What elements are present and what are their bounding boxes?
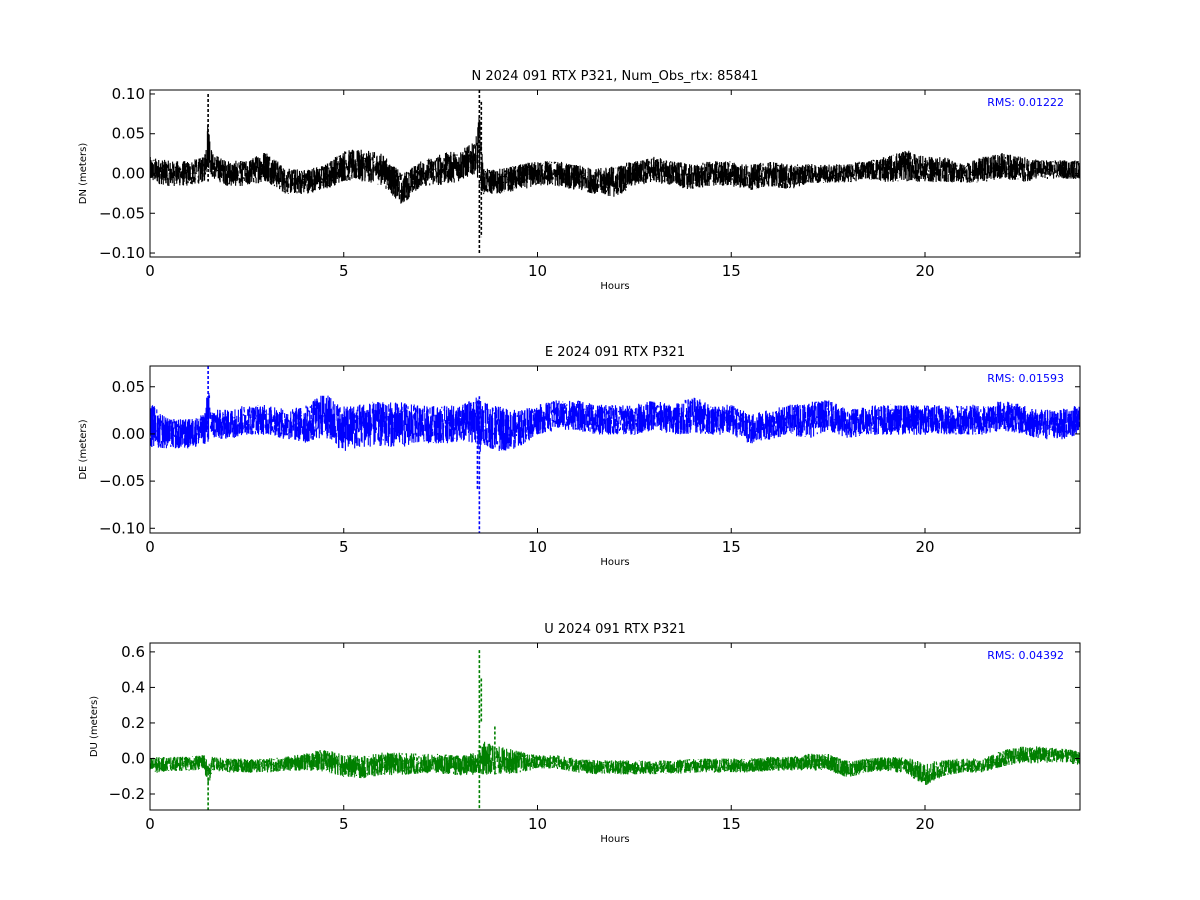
y-axis-label-u: DU (meters) (89, 696, 100, 757)
y-tick-label-n-1: −0.05 (99, 204, 145, 222)
x-axis-label-e: Hours (600, 557, 629, 568)
y-tick-label-n-3: 0.05 (112, 125, 145, 143)
y-axis-label-e: DE (meters) (78, 419, 89, 479)
panel-title-n: N 2024 091 RTX P321, Num_Obs_rtx: 85841 (472, 69, 759, 84)
y-tick-label-e-1: −0.05 (99, 472, 145, 490)
data-series-e (150, 366, 1080, 533)
x-tick-label-n-2: 10 (528, 262, 547, 280)
y-tick-label-u-2: 0.2 (121, 714, 145, 732)
data-line-u (150, 741, 1080, 785)
x-tick-label-u-2: 10 (528, 815, 547, 833)
panel-u: 0 5 10 15 20 −0.2 0.0 0.2 0.4 0.6 U 2024 091 RTX P… (89, 622, 1081, 845)
x-axis-label-n: Hours (600, 281, 629, 292)
x-tick-label-e-3: 15 (722, 538, 741, 556)
data-line-n (150, 115, 1080, 204)
x-tick-label-u-0: 0 (145, 815, 155, 833)
x-tick-label-u-4: 20 (915, 815, 934, 833)
x-tick-label-e-0: 0 (145, 538, 155, 556)
panel-title-e: E 2024 091 RTX P321 (545, 345, 685, 360)
plot-frame-e (149, 365, 1081, 534)
rms-annotation-e: RMS: 0.01593 (987, 372, 1064, 385)
x-tick-label-u-3: 15 (722, 815, 741, 833)
panel-n: 0 5 10 15 20 −0.10 −0.05 0.00 0.05 0.10 N 2024 091… (78, 69, 1081, 292)
panel-e: 0 5 10 15 20 −0.10 −0.05 0.00 0.05 E 2024 091 RTX… (78, 345, 1081, 568)
x-tick-label-e-4: 20 (915, 538, 934, 556)
y-tick-label-u-1: 0.0 (121, 749, 145, 767)
y-tick-label-u-4: 0.6 (121, 643, 145, 661)
y-tick-label-u-0: −0.2 (109, 785, 145, 803)
x-tick-label-e-2: 10 (528, 538, 547, 556)
y-tick-label-n-2: 0.00 (112, 165, 145, 183)
x-tick-label-n-1: 5 (339, 262, 349, 280)
x-tick-label-e-1: 5 (339, 538, 349, 556)
y-axis-label-n: DN (meters) (78, 143, 89, 205)
plot-frame-u (149, 642, 1081, 811)
x-tick-label-n-3: 15 (722, 262, 741, 280)
x-tick-label-n-4: 20 (915, 262, 934, 280)
y-tick-label-n-0: −0.10 (99, 244, 145, 262)
x-tick-label-u-1: 5 (339, 815, 349, 833)
data-series-n (150, 90, 1080, 254)
rms-annotation-u: RMS: 0.04392 (987, 649, 1064, 662)
x-tick-label-n-0: 0 (145, 262, 155, 280)
y-tick-label-u-3: 0.4 (121, 678, 145, 696)
y-tick-label-n-4: 0.10 (112, 85, 145, 103)
data-series-u (150, 650, 1080, 810)
y-tick-label-e-3: 0.05 (112, 378, 145, 396)
data-line-e (150, 393, 1080, 452)
y-tick-label-e-2: 0.00 (112, 425, 145, 443)
rms-annotation-n: RMS: 0.01222 (987, 96, 1064, 109)
y-tick-label-e-0: −0.10 (99, 519, 145, 537)
x-axis-label-u: Hours (600, 834, 629, 845)
panel-title-u: U 2024 091 RTX P321 (544, 622, 686, 637)
